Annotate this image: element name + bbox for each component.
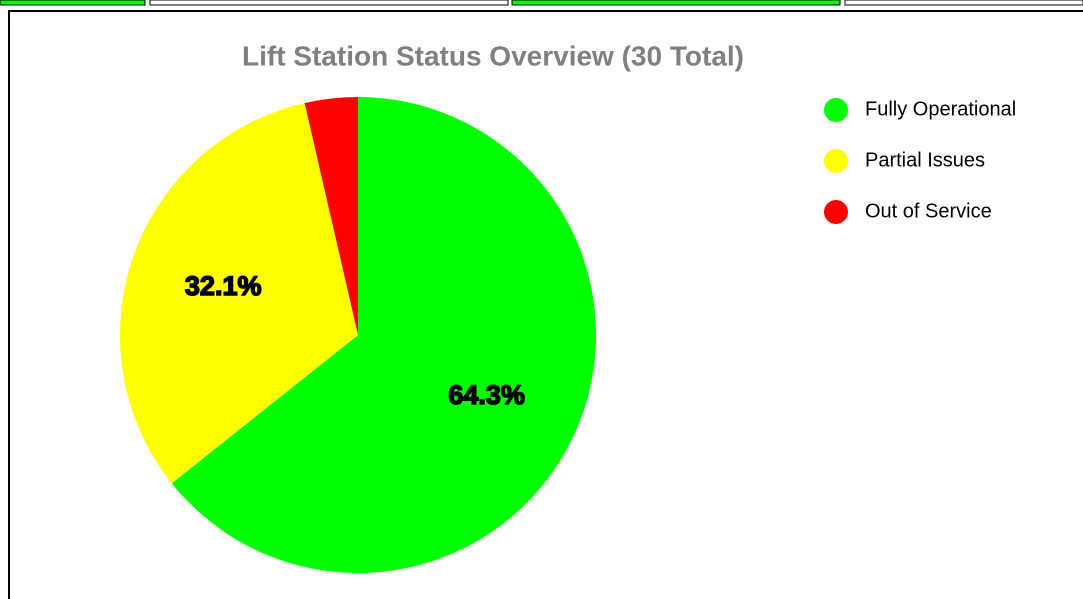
tab bbox=[511, 0, 841, 6]
pie-slice bbox=[119, 103, 359, 484]
legend-label: Out of Service bbox=[865, 200, 992, 222]
tab bbox=[0, 0, 146, 6]
pie-slice bbox=[171, 97, 597, 573]
legend-label: Fully Operational bbox=[865, 98, 1016, 120]
legend-swatch bbox=[824, 200, 848, 224]
legend: Fully Operational Partial Issues Out of Se… bbox=[824, 98, 1016, 224]
slice-label: 64.3% bbox=[448, 380, 525, 410]
legend-swatch bbox=[824, 98, 848, 122]
pie bbox=[119, 97, 597, 573]
legend-swatch bbox=[824, 149, 848, 173]
tab bbox=[149, 0, 509, 6]
slice-label: 32.1% bbox=[185, 271, 262, 301]
legend-label: Partial Issues bbox=[865, 149, 985, 171]
chart-title: Lift Station Status Overview (30 Total) bbox=[242, 40, 744, 71]
pie-slice bbox=[304, 97, 358, 335]
tab bbox=[844, 0, 1083, 6]
slice-labels: 64.3% 32.1% bbox=[184, 270, 526, 411]
